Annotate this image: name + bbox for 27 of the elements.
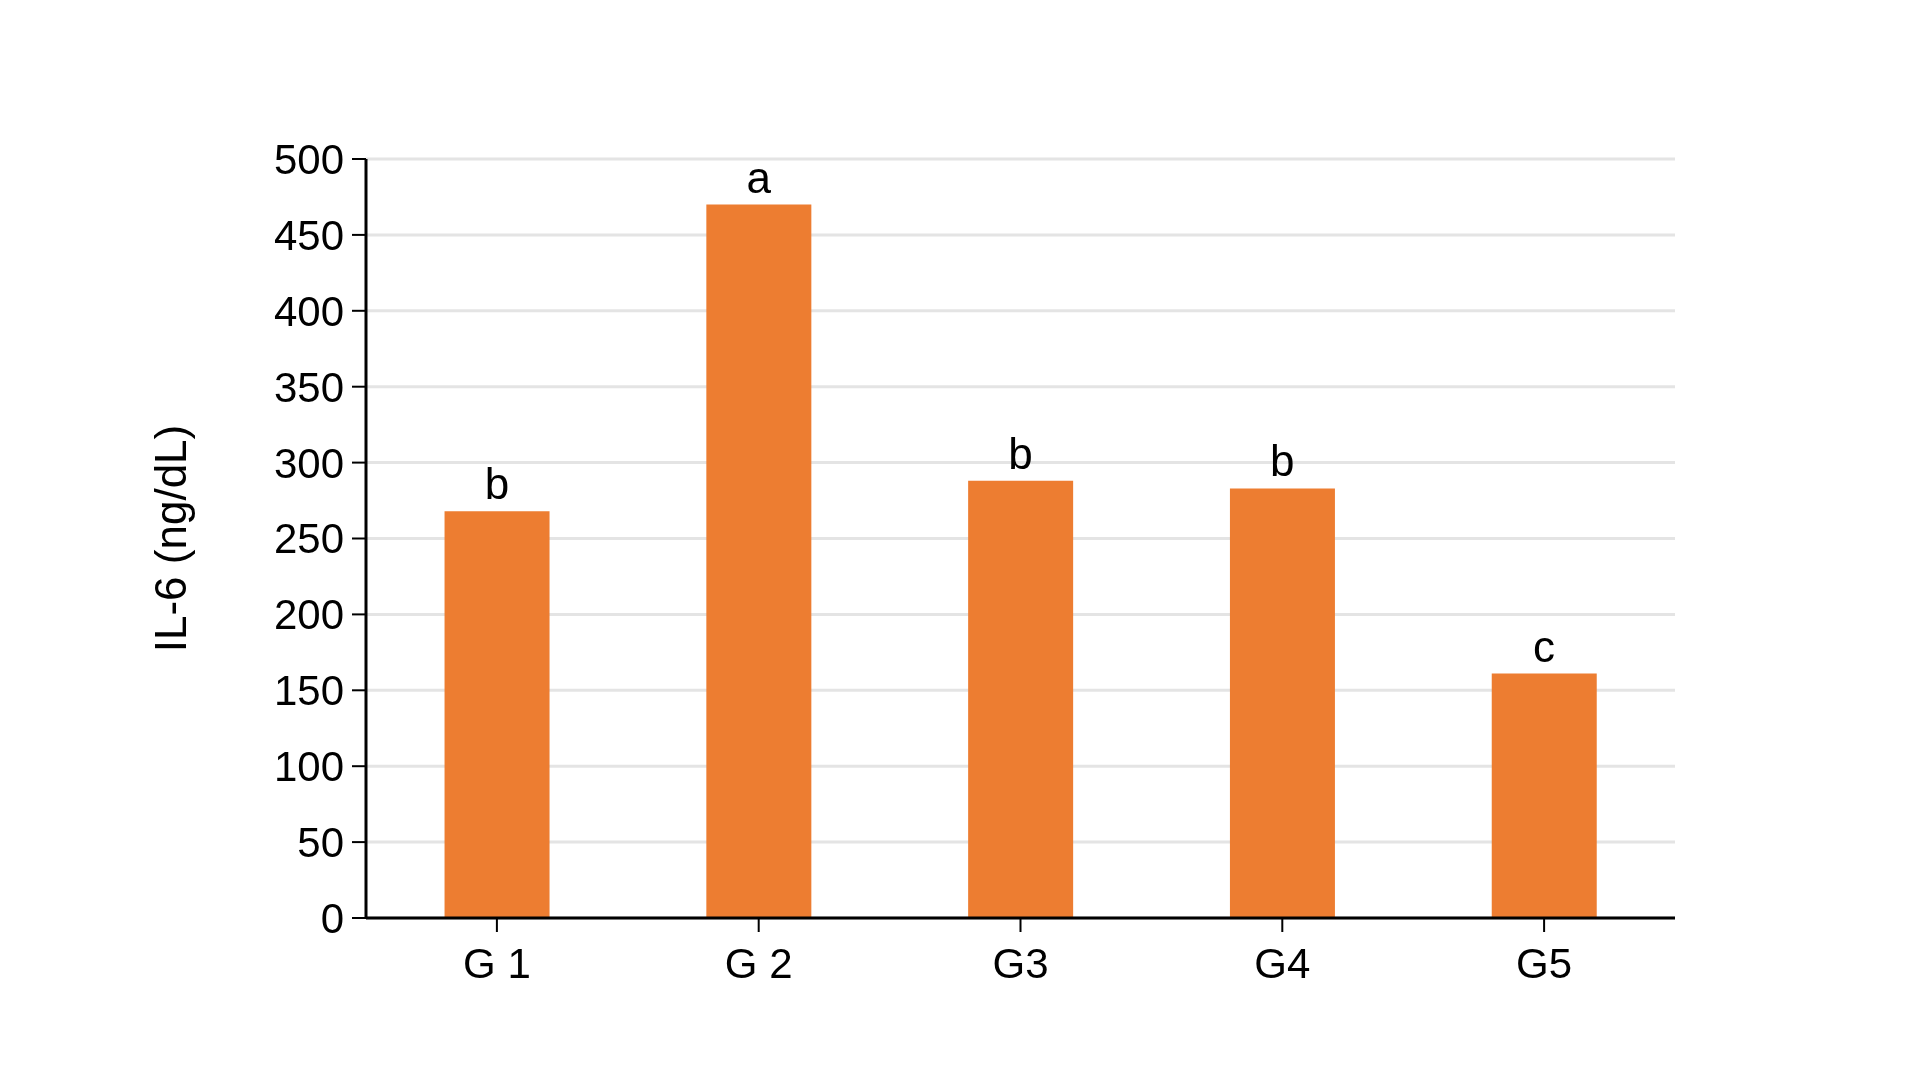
annotation: a xyxy=(746,152,772,202)
y-tick-label: 100 xyxy=(273,743,344,791)
y-tick-label: 300 xyxy=(273,439,344,487)
y-tick-label: 150 xyxy=(273,667,344,715)
y-tick-label: 350 xyxy=(273,363,344,411)
bar xyxy=(1491,673,1597,918)
bar xyxy=(706,204,812,918)
y-axis-title: IL-6 (ng/dL) xyxy=(145,424,195,653)
y-tick-label: 400 xyxy=(273,287,344,335)
y-tick-label: 250 xyxy=(273,515,344,563)
x-tick-label: G4 xyxy=(1254,939,1311,987)
x-tick-label: G5 xyxy=(1516,939,1573,987)
bar xyxy=(1229,488,1335,918)
annotation: c xyxy=(1533,621,1556,671)
y-tick-label: 200 xyxy=(273,591,344,639)
x-tick-label: G 2 xyxy=(724,939,793,987)
y-tick-label: 450 xyxy=(273,211,344,259)
annotation: b xyxy=(484,459,510,509)
y-tick-label: 500 xyxy=(273,135,344,183)
x-tick-label: G3 xyxy=(992,939,1049,987)
bar xyxy=(444,511,550,918)
y-tick-label: 50 xyxy=(297,819,344,867)
annotation: b xyxy=(1008,428,1033,478)
x-tick-label: G 1 xyxy=(463,939,531,987)
annotation: b xyxy=(1270,436,1295,486)
y-tick-label: 0 xyxy=(320,894,344,942)
bar xyxy=(968,480,1074,918)
